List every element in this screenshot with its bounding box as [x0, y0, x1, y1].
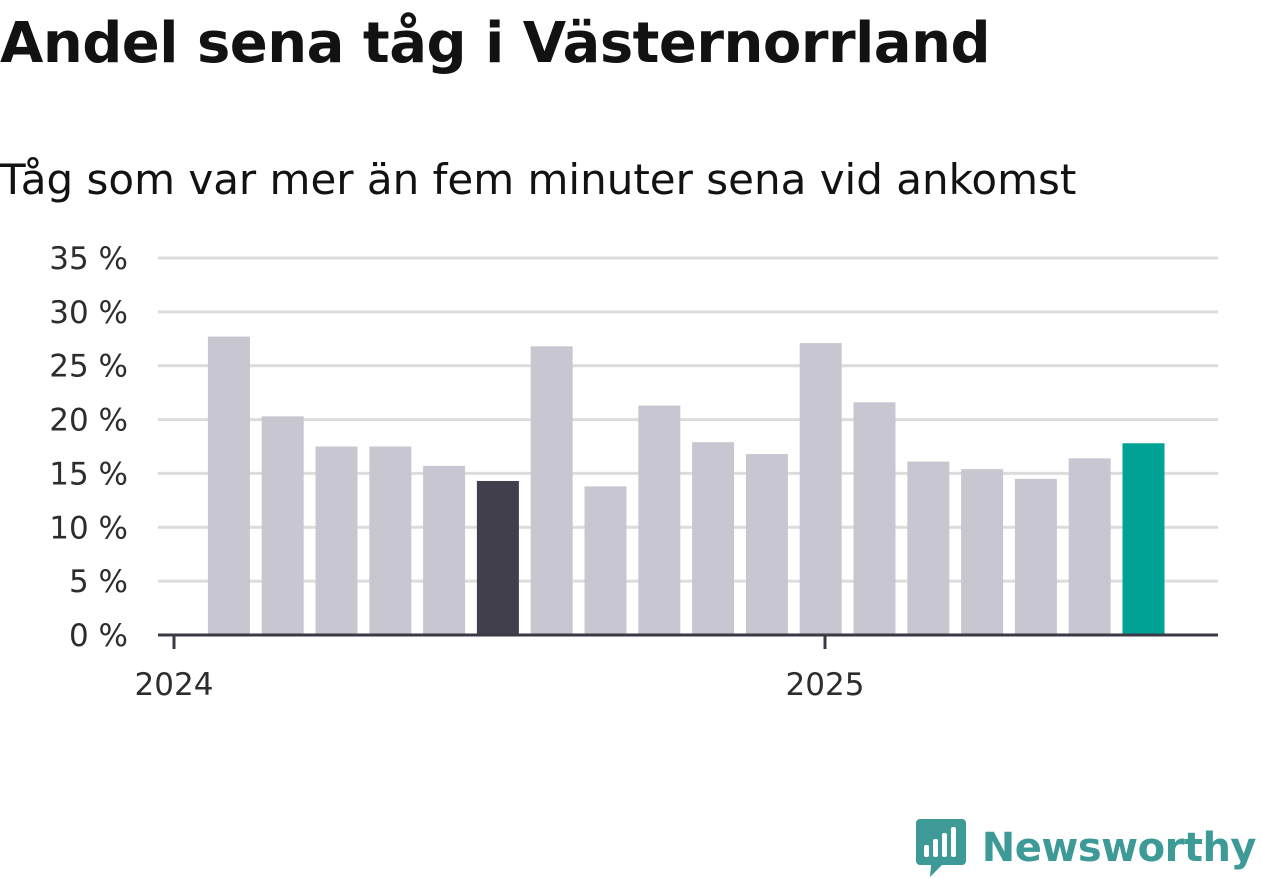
bar — [692, 442, 735, 635]
y-tick-label: 35 % — [49, 241, 128, 277]
bar — [261, 416, 304, 635]
x-axis — [158, 633, 1218, 649]
y-tick-label: 25 % — [49, 349, 128, 385]
y-tick-label: 20 % — [49, 403, 128, 439]
bar — [315, 446, 358, 635]
bar — [745, 454, 788, 635]
bar — [423, 465, 466, 635]
chart-subtitle: Tåg som var mer än fem minuter sena vid … — [0, 155, 1077, 204]
y-tick-label: 30 % — [49, 295, 128, 331]
bars — [207, 336, 1165, 635]
y-tick-label: 15 % — [49, 456, 128, 492]
y-axis-tick-labels: 0 % 5 % 10 % 15 % 20 % 25 % 30 % 35 % — [49, 241, 128, 654]
bar — [907, 461, 950, 635]
bar — [207, 336, 250, 635]
bar — [1068, 458, 1111, 635]
bar — [799, 343, 842, 635]
newsworthy-bar-chart-logo-icon — [915, 819, 966, 877]
bar — [476, 480, 519, 635]
bar — [961, 469, 1004, 635]
x-axis-tick-labels: 2024 2025 — [135, 667, 865, 703]
bar — [853, 402, 896, 635]
x-tick-label: 2024 — [135, 667, 214, 703]
newsworthy-logo: Newsworthy — [915, 819, 1257, 877]
bar — [369, 446, 412, 635]
bar — [1014, 478, 1057, 635]
bar — [530, 346, 573, 635]
bar — [1122, 443, 1165, 635]
brand-name: Newsworthy — [981, 825, 1257, 871]
bar — [638, 405, 681, 635]
bar — [584, 486, 627, 635]
y-tick-label: 5 % — [69, 564, 128, 600]
y-tick-label: 10 % — [49, 510, 128, 546]
y-tick-label: 0 % — [69, 618, 128, 654]
chart-title: Andel sena tåg i Västernorrland — [0, 11, 991, 76]
x-tick-label: 2025 — [786, 667, 865, 703]
